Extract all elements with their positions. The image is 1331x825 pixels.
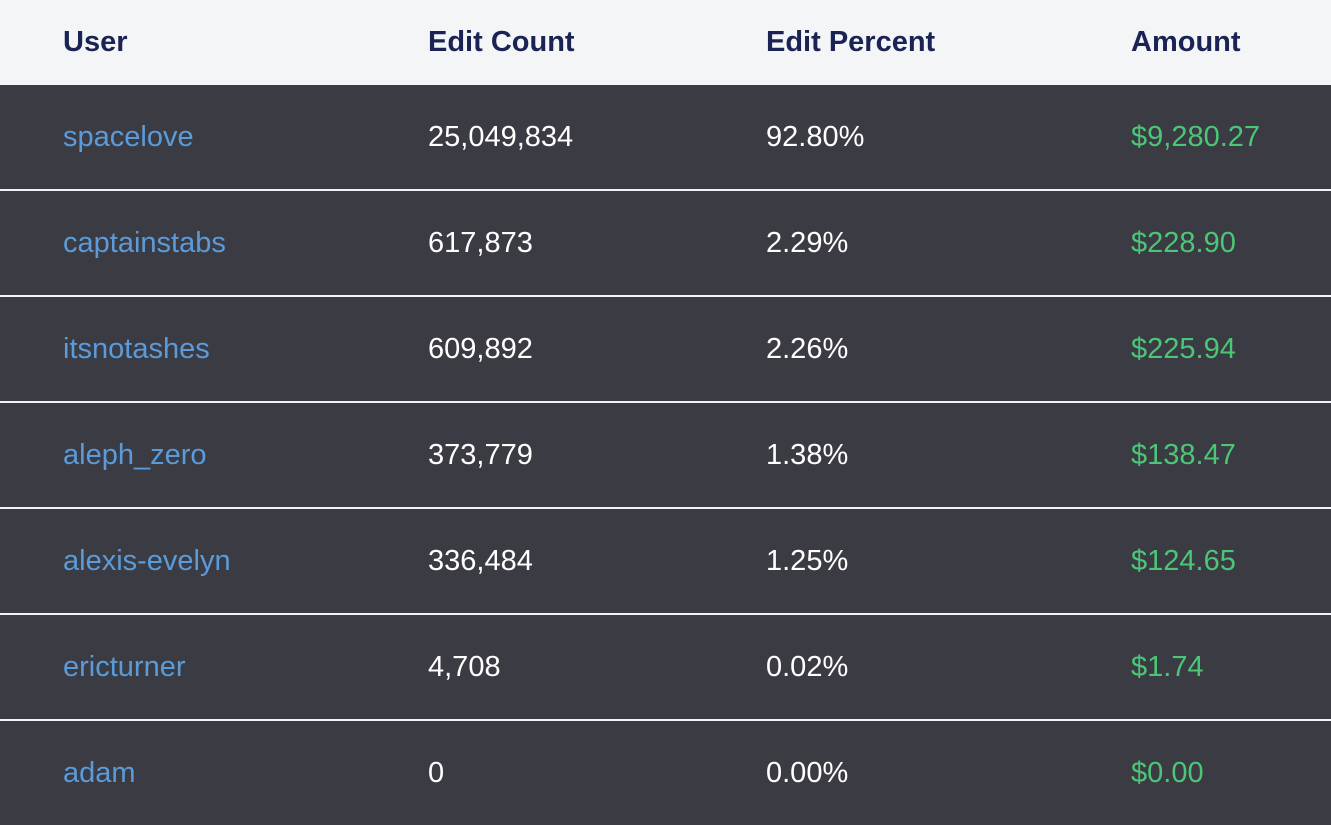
user-cell: alexis-evelyn [0, 507, 365, 614]
amount-cell: $228.90 [1068, 189, 1331, 296]
edit-count-cell: 4,708 [365, 613, 703, 720]
username-link[interactable]: adam [63, 756, 136, 789]
amount-cell: $124.65 [1068, 507, 1331, 614]
amount-cell: $1.74 [1068, 613, 1331, 720]
table-row: captainstabs 617,873 2.29% $228.90 [0, 189, 1331, 296]
edit-percent-cell: 1.25% [703, 507, 1068, 614]
table-body: spacelove 25,049,834 92.80% $9,280.27 ca… [0, 85, 1331, 825]
edit-count-cell: 25,049,834 [365, 85, 703, 190]
column-header-amount: Amount [1068, 0, 1331, 85]
username-link[interactable]: captainstabs [63, 226, 226, 259]
table-row: alexis-evelyn 336,484 1.25% $124.65 [0, 507, 1331, 614]
amount-cell: $9,280.27 [1068, 85, 1331, 190]
edit-percent-cell: 0.02% [703, 613, 1068, 720]
edit-count-cell: 617,873 [365, 189, 703, 296]
edit-count-cell: 373,779 [365, 401, 703, 508]
username-link[interactable]: alexis-evelyn [63, 544, 231, 577]
edit-percent-cell: 1.38% [703, 401, 1068, 508]
edit-count-cell: 609,892 [365, 295, 703, 402]
user-cell: aleph_zero [0, 401, 365, 508]
edit-percent-cell: 0.00% [703, 719, 1068, 825]
table-header: User Edit Count Edit Percent Amount [0, 0, 1331, 85]
amount-cell: $225.94 [1068, 295, 1331, 402]
amount-cell: $138.47 [1068, 401, 1331, 508]
user-cell: adam [0, 719, 365, 825]
edit-count-cell: 336,484 [365, 507, 703, 614]
username-link[interactable]: spacelove [63, 120, 194, 153]
user-cell: captainstabs [0, 189, 365, 296]
table-row: ericturner 4,708 0.02% $1.74 [0, 613, 1331, 720]
column-header-edit-count: Edit Count [365, 0, 703, 85]
user-cell: ericturner [0, 613, 365, 720]
table-header-row: User Edit Count Edit Percent Amount [0, 0, 1331, 85]
edit-percent-cell: 92.80% [703, 85, 1068, 190]
username-link[interactable]: aleph_zero [63, 438, 207, 471]
amount-cell: $0.00 [1068, 719, 1331, 825]
table-row: spacelove 25,049,834 92.80% $9,280.27 [0, 85, 1331, 190]
table-row: aleph_zero 373,779 1.38% $138.47 [0, 401, 1331, 508]
edit-percent-cell: 2.29% [703, 189, 1068, 296]
username-link[interactable]: ericturner [63, 650, 186, 683]
user-cell: itsnotashes [0, 295, 365, 402]
edit-percent-cell: 2.26% [703, 295, 1068, 402]
edit-count-cell: 0 [365, 719, 703, 825]
column-header-user: User [0, 0, 365, 85]
table-row: adam 0 0.00% $0.00 [0, 719, 1331, 825]
column-header-edit-percent: Edit Percent [703, 0, 1068, 85]
user-cell: spacelove [0, 85, 365, 190]
table-row: itsnotashes 609,892 2.26% $225.94 [0, 295, 1331, 402]
username-link[interactable]: itsnotashes [63, 332, 210, 365]
